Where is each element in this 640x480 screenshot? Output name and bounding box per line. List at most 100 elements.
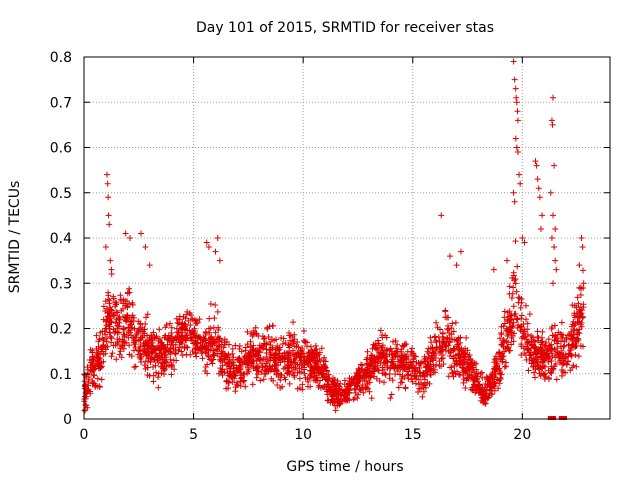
data-point bbox=[545, 354, 552, 361]
data-point bbox=[245, 350, 252, 357]
data-point bbox=[253, 350, 260, 357]
data-point bbox=[139, 347, 146, 354]
data-point bbox=[167, 345, 174, 352]
data-point bbox=[560, 368, 567, 375]
data-point bbox=[211, 315, 218, 322]
data-point bbox=[89, 354, 96, 361]
data-point bbox=[139, 324, 146, 331]
data-point bbox=[229, 379, 236, 386]
data-point bbox=[289, 333, 296, 340]
data-point bbox=[351, 386, 358, 393]
data-point bbox=[307, 343, 314, 350]
data-point bbox=[390, 363, 397, 370]
data-point-spike bbox=[205, 244, 212, 251]
data-point bbox=[575, 300, 582, 307]
data-point-spike bbox=[517, 180, 524, 187]
data-point bbox=[395, 384, 402, 391]
data-point-spike bbox=[142, 244, 149, 251]
data-point bbox=[363, 356, 370, 363]
data-point bbox=[475, 370, 482, 377]
data-point-spike bbox=[438, 212, 445, 219]
data-point bbox=[128, 332, 135, 339]
data-point bbox=[454, 368, 461, 375]
data-point bbox=[354, 372, 361, 379]
data-point bbox=[205, 352, 212, 359]
y-tick-label: 0.5 bbox=[50, 186, 72, 202]
data-point bbox=[424, 371, 431, 378]
data-point bbox=[192, 349, 199, 356]
data-point bbox=[381, 379, 388, 386]
data-point bbox=[454, 360, 461, 367]
data-point bbox=[284, 370, 291, 377]
data-point bbox=[236, 345, 243, 352]
data-point bbox=[421, 358, 428, 365]
data-point bbox=[509, 274, 516, 281]
data-point bbox=[219, 349, 226, 356]
data-point bbox=[141, 343, 148, 350]
data-point bbox=[95, 346, 102, 353]
data-point bbox=[310, 377, 317, 384]
data-point bbox=[573, 304, 580, 311]
data-point bbox=[392, 337, 399, 344]
data-point bbox=[316, 382, 323, 389]
data-point bbox=[253, 330, 260, 337]
data-point bbox=[428, 339, 435, 346]
data-point bbox=[313, 363, 320, 370]
data-point bbox=[98, 359, 105, 366]
data-point bbox=[204, 370, 211, 377]
data-point-spike bbox=[516, 171, 523, 178]
data-point bbox=[132, 338, 139, 345]
data-point bbox=[178, 321, 185, 328]
data-point bbox=[250, 363, 257, 370]
data-point bbox=[512, 276, 519, 283]
y-tick-label: 0 bbox=[63, 412, 72, 428]
data-point bbox=[144, 364, 151, 371]
data-point bbox=[199, 355, 206, 362]
data-point bbox=[377, 327, 384, 334]
data-point bbox=[492, 353, 499, 360]
data-point bbox=[494, 376, 501, 383]
data-point bbox=[117, 345, 124, 352]
data-point bbox=[424, 348, 431, 355]
data-point-spike bbox=[146, 262, 153, 269]
data-point bbox=[286, 362, 293, 369]
data-point bbox=[513, 288, 520, 295]
data-point bbox=[451, 346, 458, 353]
data-point bbox=[365, 385, 372, 392]
data-point bbox=[522, 316, 529, 323]
data-point bbox=[226, 373, 233, 380]
data-point bbox=[389, 356, 396, 363]
data-point bbox=[394, 365, 401, 372]
data-point bbox=[529, 334, 536, 341]
data-point bbox=[479, 374, 486, 381]
data-point bbox=[320, 384, 327, 391]
data-point-spike bbox=[580, 280, 587, 287]
data-point bbox=[304, 360, 311, 367]
data-point bbox=[94, 375, 101, 382]
data-point bbox=[189, 347, 196, 354]
data-point bbox=[244, 328, 251, 335]
data-point bbox=[580, 267, 587, 274]
data-point bbox=[212, 329, 219, 336]
data-point bbox=[370, 341, 377, 348]
data-point bbox=[117, 348, 124, 355]
data-point bbox=[535, 356, 542, 363]
data-point bbox=[225, 385, 232, 392]
data-point bbox=[268, 375, 275, 382]
data-point bbox=[366, 379, 373, 386]
data-point bbox=[420, 388, 427, 395]
x-tick-label: 5 bbox=[189, 427, 198, 443]
chart-title: Day 101 of 2015, SRMTID for receiver sta… bbox=[196, 20, 494, 36]
data-point bbox=[298, 368, 305, 375]
data-point bbox=[119, 342, 126, 349]
data-point bbox=[503, 343, 510, 350]
data-point bbox=[85, 386, 92, 393]
data-point-spike bbox=[457, 248, 464, 255]
data-point bbox=[557, 343, 564, 350]
data-point bbox=[409, 378, 416, 385]
data-point bbox=[209, 360, 216, 367]
data-point bbox=[459, 364, 466, 371]
data-point bbox=[388, 348, 395, 355]
data-point bbox=[518, 335, 525, 342]
data-point bbox=[422, 384, 429, 391]
